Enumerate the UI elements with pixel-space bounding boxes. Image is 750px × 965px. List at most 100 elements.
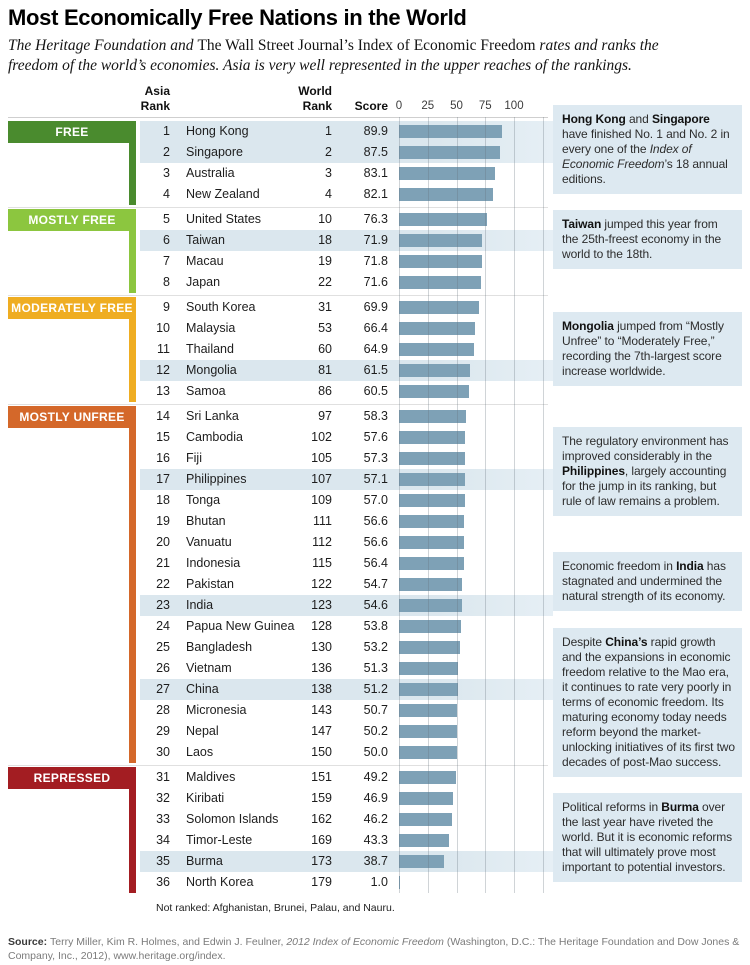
- score-bar: [399, 431, 466, 444]
- callout-hong-kong-singapore: Hong Kong and Singapore have finished No…: [553, 105, 742, 194]
- axis-tick-label: 100: [504, 100, 524, 112]
- callout-mongolia: Mongolia jumped from “Mostly Unfree” to …: [553, 312, 742, 386]
- world-rank-value: 159: [311, 791, 332, 805]
- country-name: Samoa: [186, 384, 226, 398]
- asia-rank-value: 20: [156, 535, 170, 549]
- score-value: 82.1: [363, 187, 388, 201]
- text-segment: Burma: [661, 800, 699, 814]
- country-name: India: [186, 598, 214, 612]
- score-value: 38.7: [363, 854, 388, 868]
- country-name: Mongolia: [186, 363, 237, 377]
- score-bar: [399, 683, 458, 696]
- world-rank-value: 53: [318, 321, 332, 335]
- text-segment: Political reforms in: [562, 800, 662, 814]
- table-row: 11 Thailand 60 64.9: [0, 339, 750, 360]
- score-bar: [399, 125, 503, 138]
- text-segment: The regulatory environment has improved …: [562, 434, 729, 463]
- table-row: 19 Bhutan 111 56.6: [0, 511, 750, 532]
- text-segment: Economic freedom in: [562, 559, 677, 573]
- score-bar: [399, 834, 449, 847]
- score-value: 53.8: [363, 619, 388, 633]
- asia-rank-value: 7: [163, 254, 170, 268]
- score-value: 66.4: [363, 321, 388, 335]
- category-strip-mostly_free: [129, 231, 136, 293]
- text-segment: has stagnated and undermined the natural…: [562, 559, 726, 603]
- country-name: New Zealand: [186, 187, 260, 201]
- score-bar: [399, 746, 457, 759]
- world-rank-value: 138: [311, 682, 332, 696]
- world-rank-value: 86: [318, 384, 332, 398]
- table-row: 25 Bangladesh 130 53.2: [0, 637, 750, 658]
- score-value: 51.2: [363, 682, 388, 696]
- country-name: North Korea: [186, 875, 254, 889]
- score-value: 1.0: [370, 875, 388, 889]
- column-header-asia-line2: Rank: [140, 99, 170, 113]
- text-segment: and: [625, 112, 652, 126]
- country-name: Australia: [186, 166, 235, 180]
- row-highlight-band: [140, 851, 553, 872]
- score-value: 50.7: [363, 703, 388, 717]
- world-rank-value: 102: [311, 430, 332, 444]
- world-rank-value: 109: [311, 493, 332, 507]
- score-value: 46.9: [363, 791, 388, 805]
- text-segment: jumped this year from the 25th-freest ec…: [562, 217, 722, 261]
- world-rank-value: 10: [318, 212, 332, 226]
- world-rank-value: 107: [311, 472, 332, 486]
- asia-rank-value: 32: [156, 791, 170, 805]
- text-segment: Taiwan: [562, 217, 602, 231]
- asia-rank-value: 36: [156, 875, 170, 889]
- column-header-asia-line1: Asia: [144, 84, 170, 98]
- score-value: 56.4: [363, 556, 388, 570]
- table-row: 35 Burma 173 38.7: [0, 851, 750, 872]
- score-bar: [399, 234, 482, 247]
- country-name: Malaysia: [186, 321, 236, 335]
- country-name: China: [186, 682, 219, 696]
- text-segment: Source:: [8, 936, 51, 948]
- score-bar: [399, 813, 453, 826]
- group-separator: [8, 403, 548, 405]
- country-name: Pakistan: [186, 577, 234, 591]
- score-value: 71.6: [363, 275, 388, 289]
- world-rank-value: 130: [311, 640, 332, 654]
- table-row: 33 Solomon Islands 162 46.2: [0, 809, 750, 830]
- table-row: 10 Malaysia 53 66.4: [0, 318, 750, 339]
- score-bar: [399, 599, 462, 612]
- country-name: Fiji: [186, 451, 202, 465]
- world-rank-value: 31: [318, 300, 332, 314]
- world-rank-value: 136: [311, 661, 332, 675]
- score-bar: [399, 364, 470, 377]
- asia-rank-value: 6: [163, 233, 170, 247]
- score-value: 57.3: [363, 451, 388, 465]
- asia-rank-value: 16: [156, 451, 170, 465]
- category-strip-repressed: [129, 789, 136, 893]
- country-name: Papua New Guinea: [186, 619, 295, 633]
- world-rank-value: 112: [312, 535, 332, 549]
- country-name: Vanuatu: [186, 535, 232, 549]
- score-value: 57.6: [363, 430, 388, 444]
- text-segment: Singapore: [651, 112, 710, 126]
- text-segment: Philippines: [562, 464, 625, 478]
- world-rank-value: 3: [325, 166, 332, 180]
- asia-rank-value: 1: [163, 124, 170, 138]
- table-row: 31 Maldives 151 49.2: [0, 767, 750, 788]
- country-name: United States: [186, 212, 262, 226]
- score-value: 51.3: [363, 661, 388, 675]
- table-row: 13 Samoa 86 60.5: [0, 381, 750, 402]
- category-strip-moderately_free: [129, 319, 136, 402]
- score-value: 64.9: [363, 342, 388, 356]
- category-label-repressed: REPRESSED: [8, 767, 136, 789]
- category-label-mostly_unfree: MOSTLY UNFREE: [8, 406, 136, 428]
- country-name: Maldives: [186, 770, 236, 784]
- column-header-score: Score: [354, 99, 388, 113]
- text-segment: China’s: [605, 635, 648, 649]
- score-bar: [399, 452, 465, 465]
- text-segment: have finished No. 1 and No. 2 in every o…: [562, 127, 730, 156]
- callout-india: Economic freedom in India has stagnated …: [553, 552, 742, 611]
- score-bar: [399, 641, 461, 654]
- asia-rank-value: 11: [157, 342, 170, 356]
- table-row: 23 India 123 54.6: [0, 595, 750, 616]
- text-segment: jumped from “Mostly Unfree” to “Moderate…: [562, 319, 724, 378]
- axis-tick-label: 50: [450, 100, 463, 112]
- score-bar: [399, 213, 487, 226]
- score-bar: [399, 578, 462, 591]
